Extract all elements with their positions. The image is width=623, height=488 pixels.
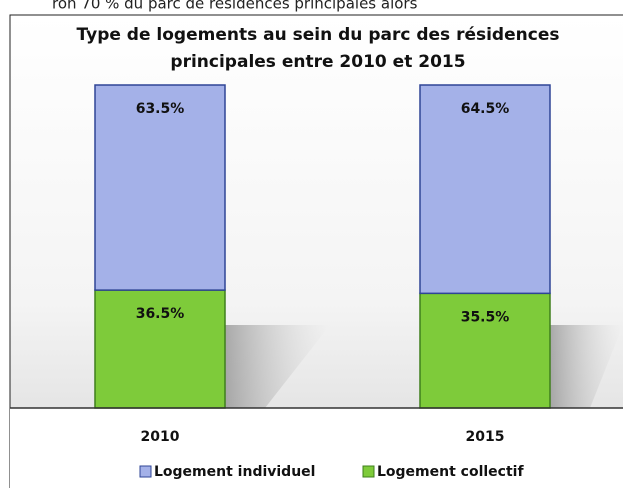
legend-label: Logement individuel [154, 464, 315, 480]
legend-label: Logement collectif [377, 464, 524, 480]
value-label: 35.5% [461, 309, 510, 325]
bar-segment [419, 84, 551, 295]
caption-fragment: ron 70 % du parc de résidences principal… [52, 0, 418, 13]
value-label: 64.5% [461, 101, 510, 117]
value-label: 63.5% [136, 101, 185, 117]
plot: 36.5% 63.5% 35.5% 64.5% [94, 84, 551, 409]
legend-swatch [139, 465, 152, 478]
bar-segment [94, 84, 226, 291]
bar-shadow [550, 325, 623, 408]
bar-shadow [225, 325, 330, 408]
bar-segment [419, 292, 551, 409]
value-label: 36.5% [136, 306, 185, 322]
legend-swatch [362, 465, 375, 478]
x-tick-label: 2015 [466, 429, 505, 445]
chart-title: Type de logements au sein du parc des ré… [77, 25, 560, 45]
x-tick-label: 2010 [141, 429, 180, 445]
footer-area [10, 408, 623, 488]
chart-title: principales entre 2010 et 2015 [170, 52, 465, 72]
